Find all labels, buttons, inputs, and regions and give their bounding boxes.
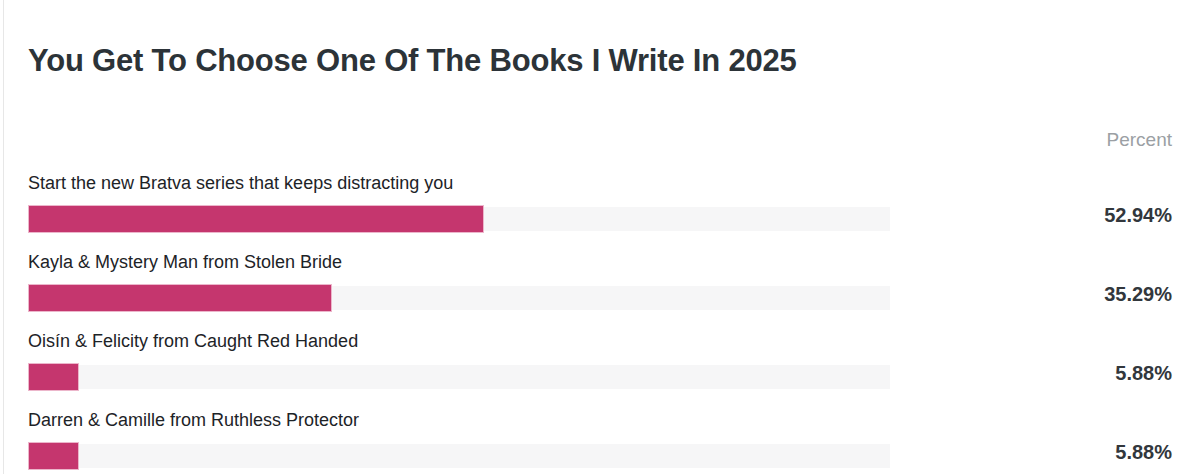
- option-percent: 35.29%: [1104, 282, 1172, 306]
- option-percent: 5.88%: [1115, 361, 1172, 385]
- panel-left-border: [3, 0, 4, 474]
- option-percent: 5.88%: [1115, 440, 1172, 464]
- result-bar-fill: [28, 205, 484, 233]
- option-percent: 52.94%: [1104, 203, 1172, 227]
- poll-title: You Get To Choose One Of The Books I Wri…: [28, 43, 797, 79]
- option-label: Oisín & Felicity from Caught Red Handed: [28, 330, 358, 352]
- poll-option-row: Start the new Bratva series that keeps d…: [0, 172, 1200, 234]
- result-bar-track: [28, 444, 890, 468]
- poll-option-row: Oisín & Felicity from Caught Red Handed …: [0, 330, 1200, 392]
- poll-results-panel: You Get To Choose One Of The Books I Wri…: [0, 0, 1200, 474]
- option-label: Kayla & Mystery Man from Stolen Bride: [28, 251, 342, 273]
- result-bar: [28, 442, 890, 470]
- result-bar: [28, 205, 890, 233]
- result-bar-fill: [28, 284, 332, 312]
- percent-column-header: Percent: [1107, 129, 1172, 151]
- result-bar-fill: [28, 442, 79, 470]
- option-label: Darren & Camille from Ruthless Protector: [28, 409, 359, 431]
- result-bar-track: [28, 365, 890, 389]
- result-bar-fill: [28, 363, 79, 391]
- result-bar: [28, 363, 890, 391]
- poll-option-row: Kayla & Mystery Man from Stolen Bride 35…: [0, 251, 1200, 313]
- poll-option-row: Darren & Camille from Ruthless Protector…: [0, 409, 1200, 471]
- option-label: Start the new Bratva series that keeps d…: [28, 172, 453, 194]
- result-bar: [28, 284, 890, 312]
